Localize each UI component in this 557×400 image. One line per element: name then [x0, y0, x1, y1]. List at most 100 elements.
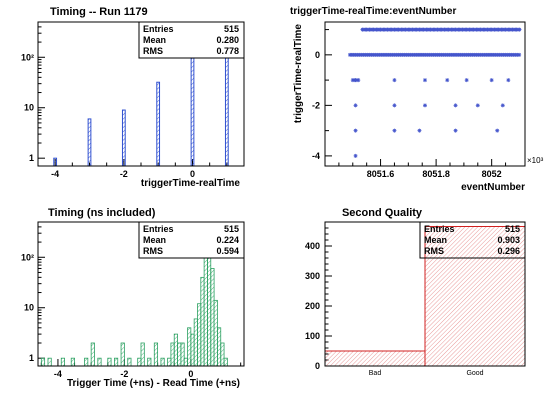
x-tick-label: 8051.6 — [367, 169, 395, 179]
histogram-bar — [183, 357, 188, 367]
x-category-label: Bad — [369, 370, 382, 377]
histogram-bar — [153, 342, 159, 367]
stats-entries-label: Entries — [424, 224, 455, 234]
histogram-bar — [114, 357, 119, 367]
data-point — [423, 103, 427, 108]
data-point — [392, 78, 397, 83]
histogram-bar — [220, 342, 225, 367]
data-point — [517, 27, 522, 32]
stats-entries-label: Entries — [143, 224, 174, 234]
histogram-bar — [107, 357, 112, 367]
category-bar — [424, 226, 526, 367]
x-tick-label: 8051.8 — [422, 169, 450, 179]
y-tick-label: 300 — [305, 271, 320, 281]
stats-entries-value: 515 — [224, 224, 239, 234]
y-tick-label: 400 — [305, 241, 320, 251]
stats-rms-value: 0.594 — [216, 246, 239, 256]
histogram-bar — [217, 327, 222, 367]
y-axis-label: triggerTime-realTime — [293, 24, 304, 124]
stats-mean-label: Mean — [143, 35, 166, 45]
x-axis-label: triggerTime-realTime — [141, 178, 241, 189]
histogram-bar — [121, 109, 126, 167]
y-tick-label: 10² — [21, 52, 34, 62]
stats-rms-value: 0.296 — [497, 246, 520, 256]
histogram-bar — [127, 357, 132, 367]
x-tick-label: 8052 — [482, 169, 502, 179]
histogram-bar — [210, 268, 215, 367]
data-point — [500, 103, 505, 108]
panel-trigger-vs-event: triggerTime-realTime:eventNumber -4 -2 0 80… — [290, 6, 544, 193]
scatter-points — [348, 27, 522, 158]
stats-mean-value: 0.903 — [497, 235, 520, 245]
data-point — [392, 103, 397, 108]
axis-ticks: 1 10 10² -4 -2 0 — [21, 21, 245, 179]
data-point — [453, 128, 458, 133]
x-tick-label: 0 — [190, 169, 195, 179]
data-point — [489, 78, 494, 83]
y-tick-label: 1 — [29, 153, 34, 163]
axis-ticks: 0 100 200 300 400 Bad Good — [305, 227, 484, 377]
panel-second-quality: Second Quality 0 100 200 300 400 Bad Good Entr… — [305, 207, 526, 377]
x-tick-label: -2 — [120, 369, 128, 379]
stats-rms-label: RMS — [424, 246, 444, 256]
stats-rms-value: 0.778 — [216, 46, 239, 56]
histogram-bar — [197, 303, 202, 367]
chart-title: triggerTime-realTime:eventNumber — [290, 6, 456, 17]
histogram-bar — [200, 276, 205, 367]
stats-entries-label: Entries — [143, 24, 174, 34]
data-point — [417, 128, 422, 133]
histogram-bar — [120, 342, 125, 367]
y-tick-label: 0 — [315, 50, 320, 60]
histogram-bar — [156, 81, 161, 167]
data-point — [423, 78, 427, 83]
x-axis-multiplier: ×10³ — [527, 156, 544, 165]
x-tick-label: -4 — [51, 169, 59, 179]
histogram-bar — [140, 342, 145, 367]
y-tick-label: 10² — [21, 252, 34, 262]
stats-mean-value: 0.280 — [216, 35, 239, 45]
histogram-bar — [170, 342, 175, 367]
y-tick-label: -2 — [312, 100, 320, 110]
histogram-bar — [53, 157, 58, 167]
histogram-bar — [203, 245, 208, 367]
y-tick-label: 0 — [315, 361, 320, 371]
x-axis-label: Trigger Time (+ns) - Read Time (+ns) — [67, 378, 240, 389]
panel-timing-ns: Timing (ns included) 1 10 10² -4 -2 0 Trigger… — [21, 207, 245, 389]
category-bar — [324, 350, 426, 367]
histogram-bar — [137, 357, 142, 367]
histogram-bar — [187, 327, 192, 367]
y-tick-label: 200 — [305, 301, 320, 311]
data-point — [445, 78, 450, 83]
histogram-bar — [70, 357, 75, 367]
histogram-bar — [173, 333, 178, 367]
data-point — [495, 128, 500, 133]
histogram-bar — [213, 299, 218, 367]
axis-ticks: -4 -2 0 8051.6 8051.8 8052 — [312, 29, 507, 179]
stats-box: Entries 515 Mean 0.903 RMS 0.296 — [419, 221, 526, 259]
y-tick-label: 1 — [29, 353, 34, 363]
data-point — [475, 103, 480, 108]
data-point — [392, 128, 397, 133]
stats-entries-value: 515 — [224, 24, 239, 34]
chart-title: Timing (ns included) — [48, 207, 156, 219]
histogram-bar — [190, 333, 195, 367]
histogram-bar — [147, 357, 152, 367]
histogram-bar — [177, 342, 182, 367]
histogram-bar — [87, 118, 92, 167]
histogram-bar — [40, 357, 46, 367]
x-tick-label: 0 — [188, 369, 193, 379]
chart-title: Timing -- Run 1179 — [50, 6, 148, 18]
stats-box: Entries 515 Mean 0.224 RMS 0.594 — [138, 221, 245, 259]
x-tick-label: -4 — [54, 369, 62, 379]
data-point — [353, 103, 358, 108]
histogram-bar — [167, 357, 172, 367]
data-point — [353, 153, 358, 158]
histogram-bar — [223, 357, 228, 367]
data-point — [356, 78, 361, 83]
histogram-bar — [160, 357, 165, 367]
stats-box: Entries 515 Mean 0.280 RMS 0.778 — [138, 21, 245, 59]
plot-frame — [324, 21, 526, 167]
x-tick-label: -2 — [120, 169, 128, 179]
y-tick-label: 10 — [24, 303, 34, 313]
